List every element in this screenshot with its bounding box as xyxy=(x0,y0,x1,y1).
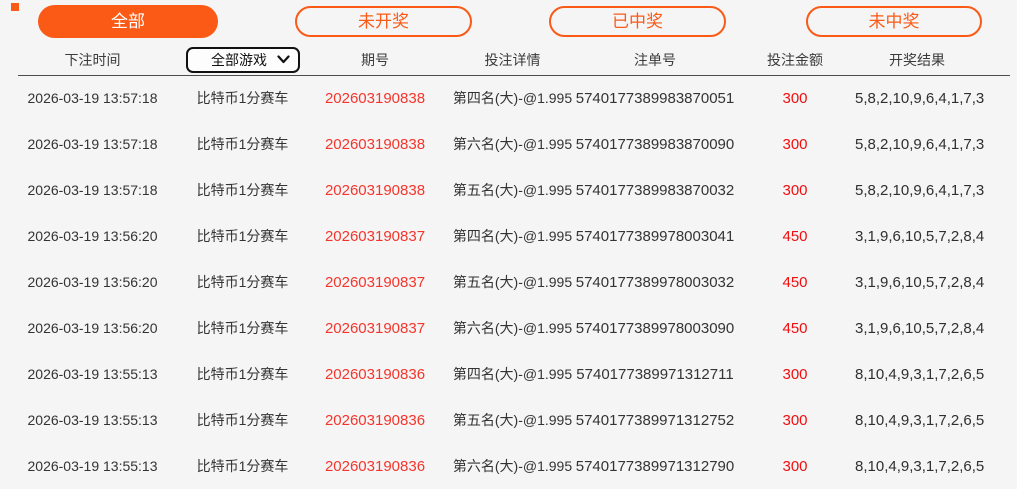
header-period: 期号 xyxy=(361,51,389,68)
cell-bet-details: 第四名(大)-@1.995 xyxy=(452,228,573,244)
cell-bet-time: 2026-03-19 13:56:20 xyxy=(27,320,158,336)
cell-bet-time: 2026-03-19 13:55:13 xyxy=(27,366,158,382)
table-header-row: 下注时间 全部游戏 期号 投注详情 注单号 投注金额 开奖结果 xyxy=(0,44,1017,76)
cell-draw-result: 5,8,2,10,9,6,4,1,7,3 xyxy=(855,135,985,153)
header-bet-amount: 投注金额 xyxy=(767,51,823,68)
filter-all-button[interactable]: 全部 xyxy=(38,5,218,38)
table-body: 2026-03-19 13:57:18 比特币1分赛车 202603190838… xyxy=(0,75,1017,489)
cell-period-no: 202603190836 xyxy=(324,457,426,475)
cell-order-no: 5740177389978003032 xyxy=(575,273,735,291)
cell-order-no: 5740177389978003090 xyxy=(575,319,735,337)
table-row: 2026-03-19 13:55:13 比特币1分赛车 202603190836… xyxy=(0,351,1017,397)
cell-bet-time: 2026-03-19 13:55:13 xyxy=(27,458,158,474)
cell-bet-details: 第五名(大)-@1.995 xyxy=(452,274,573,290)
cell-game-name: 比特币1分赛车 xyxy=(196,90,289,106)
cell-period-no: 202603190837 xyxy=(324,227,426,245)
cell-bet-amount: 300 xyxy=(782,181,808,199)
cell-bet-amount: 300 xyxy=(782,135,808,153)
cell-bet-details: 第六名(大)-@1.995 xyxy=(452,320,573,336)
filter-undrawn-button[interactable]: 未开奖 xyxy=(295,6,472,37)
cell-period-no: 202603190837 xyxy=(324,273,426,291)
cell-game-name: 比特币1分赛车 xyxy=(196,458,289,474)
cell-period-no: 202603190836 xyxy=(324,365,426,383)
cell-period-no: 202603190838 xyxy=(324,181,426,199)
table-row: 2026-03-19 13:55:13 比特币1分赛车 202603190836… xyxy=(0,397,1017,443)
cell-order-no: 5740177389971312711 xyxy=(576,365,734,383)
cell-bet-time: 2026-03-19 13:57:18 xyxy=(27,136,158,152)
cell-game-name: 比特币1分赛车 xyxy=(196,320,289,336)
cell-game-name: 比特币1分赛车 xyxy=(196,274,289,290)
header-bet-time: 下注时间 xyxy=(64,51,121,68)
cell-bet-amount: 450 xyxy=(782,273,808,291)
cell-bet-details: 第六名(大)-@1.995 xyxy=(452,136,573,152)
cell-period-no: 202603190838 xyxy=(324,89,426,107)
header-draw-result: 开奖结果 xyxy=(889,51,945,68)
cell-order-no: 5740177389983870051 xyxy=(575,89,735,107)
game-filter-selected-value: 全部游戏 xyxy=(211,51,267,68)
header-divider xyxy=(18,75,1010,76)
cell-period-no: 202603190836 xyxy=(324,411,426,429)
cell-bet-time: 2026-03-19 13:57:18 xyxy=(27,182,158,198)
cell-bet-amount: 450 xyxy=(782,227,808,245)
table-row: 2026-03-19 13:55:13 比特币1分赛车 202603190836… xyxy=(0,443,1017,489)
filter-won-button[interactable]: 已中奖 xyxy=(549,6,726,37)
table-row: 2026-03-19 13:56:20 比特币1分赛车 202603190837… xyxy=(0,305,1017,351)
cell-order-no: 5740177389983870090 xyxy=(575,135,735,153)
cell-game-name: 比特币1分赛车 xyxy=(196,136,289,152)
cell-bet-amount: 300 xyxy=(782,457,808,475)
table-row: 2026-03-19 13:57:18 比特币1分赛车 202603190838… xyxy=(0,121,1017,167)
filter-lost-button[interactable]: 未中奖 xyxy=(806,6,982,37)
cell-bet-details: 第五名(大)-@1.995 xyxy=(452,412,573,428)
cell-game-name: 比特币1分赛车 xyxy=(196,412,289,428)
cell-game-name: 比特币1分赛车 xyxy=(196,366,289,382)
cell-bet-time: 2026-03-19 13:55:13 xyxy=(27,412,158,428)
table-row: 2026-03-19 13:56:20 比特币1分赛车 202603190837… xyxy=(0,259,1017,305)
cell-draw-result: 3,1,9,6,10,5,7,2,8,4 xyxy=(855,227,985,245)
cell-bet-amount: 300 xyxy=(782,89,808,107)
cell-draw-result: 3,1,9,6,10,5,7,2,8,4 xyxy=(855,319,985,337)
cell-bet-time: 2026-03-19 13:56:20 xyxy=(27,228,158,244)
game-filter-select[interactable]: 全部游戏 xyxy=(185,46,300,73)
cell-bet-amount: 450 xyxy=(782,319,808,337)
table-row: 2026-03-19 13:57:18 比特币1分赛车 202603190838… xyxy=(0,75,1017,121)
cell-draw-result: 5,8,2,10,9,6,4,1,7,3 xyxy=(855,181,985,199)
header-order-no: 注单号 xyxy=(634,51,676,68)
cell-bet-details: 第五名(大)-@1.995 xyxy=(452,182,573,198)
cell-period-no: 202603190837 xyxy=(324,319,426,337)
chevron-down-icon xyxy=(276,55,290,64)
table-row: 2026-03-19 13:57:18 比特币1分赛车 202603190838… xyxy=(0,167,1017,213)
cell-order-no: 5740177389971312752 xyxy=(575,411,735,429)
header-bet-details: 投注详情 xyxy=(484,51,541,68)
cell-bet-details: 第四名(大)-@1.995 xyxy=(452,90,573,106)
cell-order-no: 5740177389978003041 xyxy=(575,227,735,245)
cell-bet-details: 第四名(大)-@1.995 xyxy=(452,366,573,382)
header-game-filter: 全部游戏 xyxy=(185,46,300,73)
corner-marker-icon xyxy=(11,3,19,11)
cell-draw-result: 5,8,2,10,9,6,4,1,7,3 xyxy=(855,89,985,107)
cell-bet-details: 第六名(大)-@1.995 xyxy=(452,458,573,474)
filter-bar: 全部 未开奖 已中奖 未中奖 xyxy=(0,0,1017,44)
cell-order-no: 5740177389983870032 xyxy=(575,181,735,199)
cell-bet-time: 2026-03-19 13:57:18 xyxy=(27,90,158,106)
cell-period-no: 202603190838 xyxy=(324,135,426,153)
cell-bet-amount: 300 xyxy=(782,365,808,383)
cell-draw-result: 8,10,4,9,3,1,7,2,6,5 xyxy=(855,411,985,429)
cell-draw-result: 8,10,4,9,3,1,7,2,6,5 xyxy=(855,457,985,475)
cell-game-name: 比特币1分赛车 xyxy=(196,182,289,198)
cell-order-no: 5740177389971312790 xyxy=(575,457,735,475)
cell-bet-time: 2026-03-19 13:56:20 xyxy=(27,274,158,290)
cell-draw-result: 3,1,9,6,10,5,7,2,8,4 xyxy=(855,273,985,291)
cell-game-name: 比特币1分赛车 xyxy=(196,228,289,244)
cell-bet-amount: 300 xyxy=(782,411,808,429)
bet-table: 下注时间 全部游戏 期号 投注详情 注单号 投注金额 开奖结果 2026-03-… xyxy=(0,44,1017,489)
table-row: 2026-03-19 13:56:20 比特币1分赛车 202603190837… xyxy=(0,213,1017,259)
cell-draw-result: 8,10,4,9,3,1,7,2,6,5 xyxy=(855,365,985,383)
